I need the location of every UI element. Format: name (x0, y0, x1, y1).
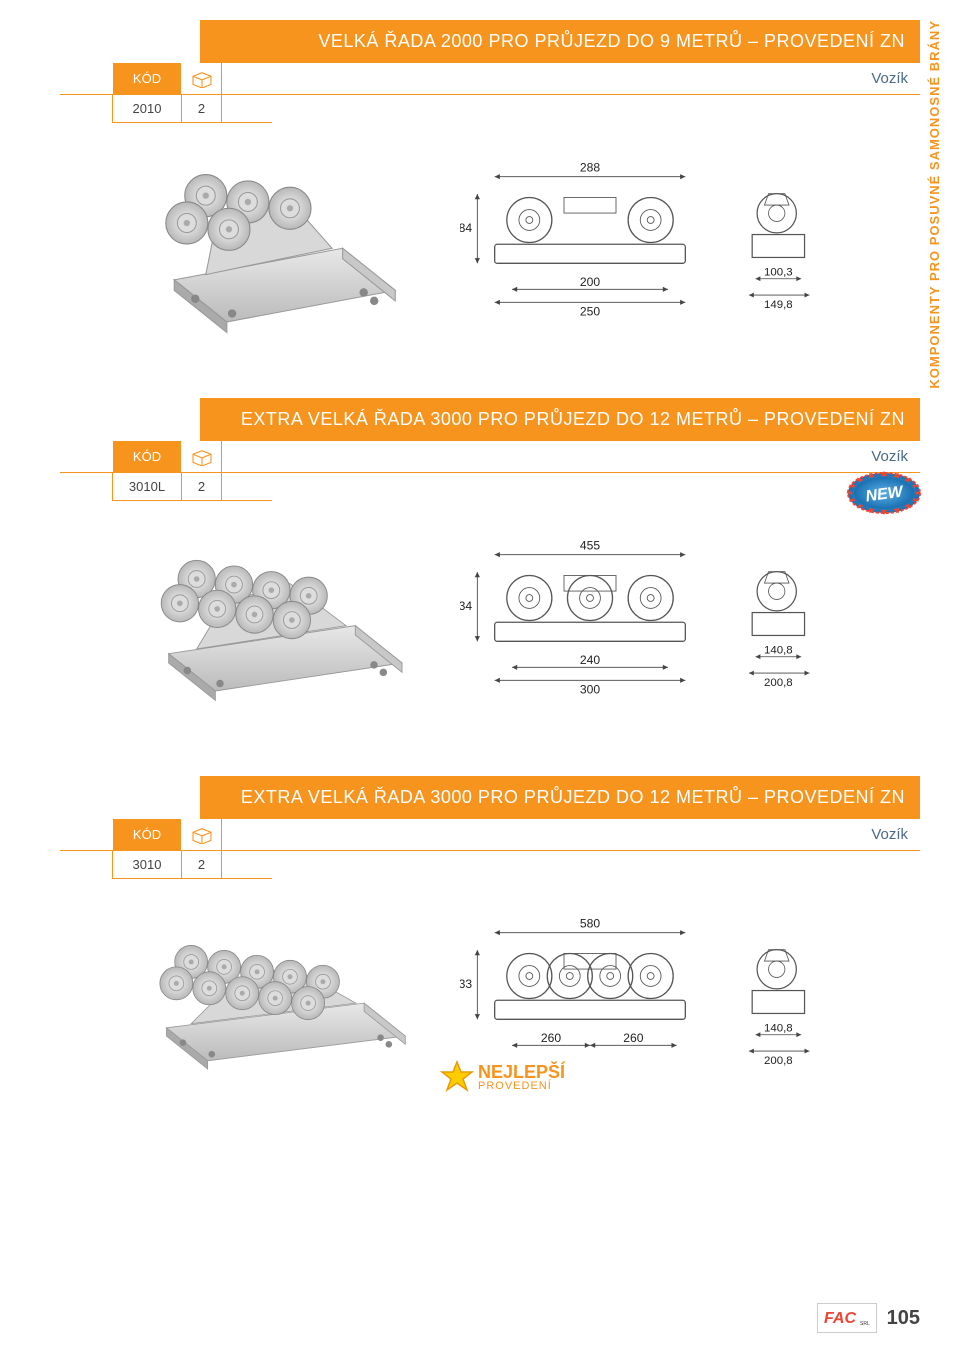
product-code: 2010 (112, 95, 182, 122)
product-qty: 2 (182, 473, 222, 500)
star-line1: NEJLEPŠÍ (478, 1063, 565, 1081)
header-row: KÓD Vozík (60, 63, 920, 95)
section-title: VELKÁ ŘADA 2000 PRO PRŮJEZD DO 9 METRŮ –… (200, 20, 920, 63)
qty-header (182, 441, 222, 472)
content-area: 455 234 240 300 140,8 200,8 (60, 521, 920, 726)
carriage-render (150, 521, 430, 721)
svg-text:140,8: 140,8 (764, 644, 793, 656)
svg-text:140,8: 140,8 (764, 1022, 793, 1034)
product-code: 3010 (112, 851, 182, 878)
section-title: EXTRA VELKÁ ŘADA 3000 PRO PRŮJEZD DO 12 … (200, 398, 920, 441)
svg-text:260: 260 (541, 1030, 561, 1044)
brand-text: FAC (824, 1310, 856, 1327)
qty-header (182, 63, 222, 94)
content-area: 288 184 200 250 100,3 149,8 (60, 143, 920, 348)
section-title: EXTRA VELKÁ ŘADA 3000 PRO PRŮJEZD DO 12 … (200, 776, 920, 819)
new-badge: NEW (844, 468, 924, 518)
star-line2: PROVEDENÍ (478, 1081, 565, 1092)
svg-text:200,8: 200,8 (764, 1055, 793, 1067)
code-header: KÓD (112, 819, 182, 850)
qty-header (182, 819, 222, 850)
product-code: 3010L (112, 473, 182, 500)
svg-text:200,8: 200,8 (764, 677, 793, 689)
product-qty: 2 (182, 851, 222, 878)
star-icon (440, 1060, 474, 1094)
svg-text:200: 200 (580, 274, 600, 288)
data-row: 3010L 2 (112, 473, 272, 501)
code-header: KÓD (112, 63, 182, 94)
header-row: KÓD Vozík (60, 441, 920, 473)
svg-text:240: 240 (580, 652, 600, 666)
product-section: VELKÁ ŘADA 2000 PRO PRŮJEZD DO 9 METRŮ –… (60, 20, 920, 348)
header-row: KÓD Vozík (60, 819, 920, 851)
tech-drawing-front: 288 184 200 250 (460, 151, 720, 341)
package-icon (191, 826, 213, 844)
svg-text:300: 300 (580, 682, 600, 696)
description-cell: Vozík (222, 63, 920, 94)
svg-text:184: 184 (460, 221, 472, 235)
carriage-render (150, 143, 430, 343)
brand-logo: FAC SRL (817, 1303, 877, 1333)
data-row: 2010 2 (112, 95, 272, 123)
tech-drawing-side: 100,3 149,8 (744, 151, 834, 341)
svg-text:100,3: 100,3 (764, 266, 793, 278)
data-row: 3010 2 (112, 851, 272, 879)
product-section: EXTRA VELKÁ ŘADA 3000 PRO PRŮJEZD DO 12 … (60, 776, 920, 1104)
product-qty: 2 (182, 95, 222, 122)
svg-text:288: 288 (580, 160, 600, 174)
best-badge: NEJLEPŠÍPROVEDENÍ (440, 1060, 565, 1094)
code-header: KÓD (112, 441, 182, 472)
tech-drawing-side: 140,8 200,8 (744, 529, 834, 719)
svg-text:250: 250 (580, 304, 600, 318)
svg-text:580: 580 (580, 916, 600, 930)
svg-text:234: 234 (460, 599, 472, 613)
description-cell: Vozík (222, 819, 920, 850)
svg-text:233: 233 (460, 977, 472, 991)
page-number: 105 (887, 1307, 920, 1330)
carriage-render (150, 899, 430, 1099)
product-section: EXTRA VELKÁ ŘADA 3000 PRO PRŮJEZD DO 12 … (60, 398, 920, 726)
svg-text:260: 260 (623, 1030, 643, 1044)
package-icon (191, 448, 213, 466)
description-cell: Vozík (222, 441, 920, 472)
svg-text:455: 455 (580, 538, 600, 552)
package-icon (191, 70, 213, 88)
svg-text:149,8: 149,8 (764, 299, 793, 311)
side-category-label: KOMPONENTY PRO POSUVNÉ SAMONOSNÉ BRÁNY (927, 20, 942, 389)
tech-drawing-side: 140,8 200,8 (744, 907, 834, 1097)
tech-drawing-front: 455 234 240 300 (460, 529, 720, 719)
page-footer: FAC SRL 105 (817, 1303, 920, 1333)
svg-text:SRL: SRL (860, 1321, 870, 1327)
